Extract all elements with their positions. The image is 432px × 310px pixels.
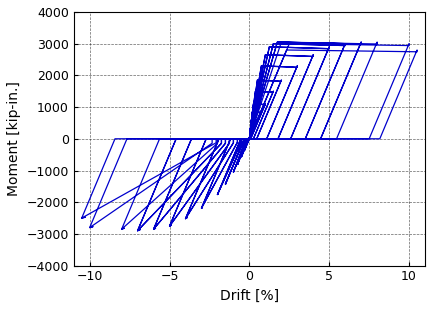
Y-axis label: Moment [kip-in.]: Moment [kip-in.] (7, 81, 21, 196)
X-axis label: Drift [%]: Drift [%] (220, 289, 279, 303)
